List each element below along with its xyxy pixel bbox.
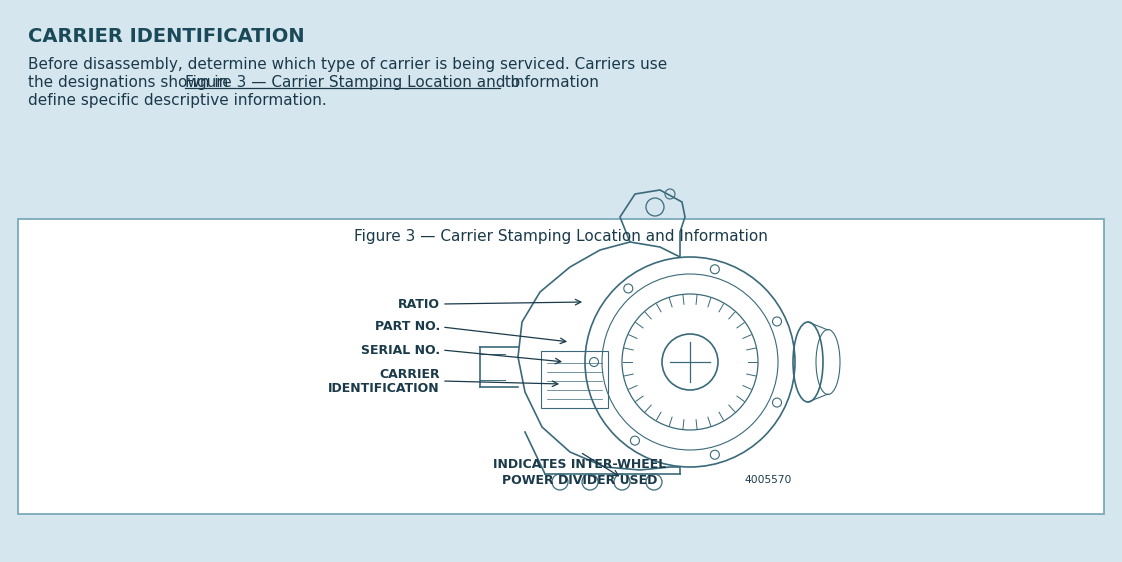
Text: Figure 3 — Carrier Stamping Location and Information: Figure 3 — Carrier Stamping Location and…: [355, 229, 767, 244]
Text: the designations shown in: the designations shown in: [28, 75, 233, 90]
Text: SERIAL NO.: SERIAL NO.: [361, 343, 440, 356]
Text: 4005570: 4005570: [745, 475, 792, 485]
Text: CARRIER IDENTIFICATION: CARRIER IDENTIFICATION: [28, 27, 305, 46]
FancyBboxPatch shape: [18, 219, 1104, 514]
Text: INDICATES INTER-WHEEL: INDICATES INTER-WHEEL: [494, 457, 666, 470]
Text: CARRIER: CARRIER: [379, 368, 440, 380]
Text: Before disassembly, determine which type of carrier is being serviced. Carriers : Before disassembly, determine which type…: [28, 57, 668, 72]
Text: to: to: [500, 75, 521, 90]
Text: IDENTIFICATION: IDENTIFICATION: [329, 382, 440, 395]
Text: RATIO: RATIO: [398, 297, 440, 310]
Text: POWER DIVIDER USED: POWER DIVIDER USED: [503, 474, 657, 487]
Text: PART NO.: PART NO.: [375, 320, 440, 333]
Text: define specific descriptive information.: define specific descriptive information.: [28, 93, 327, 108]
Text: Figure 3 — Carrier Stamping Location and Information: Figure 3 — Carrier Stamping Location and…: [185, 75, 599, 90]
